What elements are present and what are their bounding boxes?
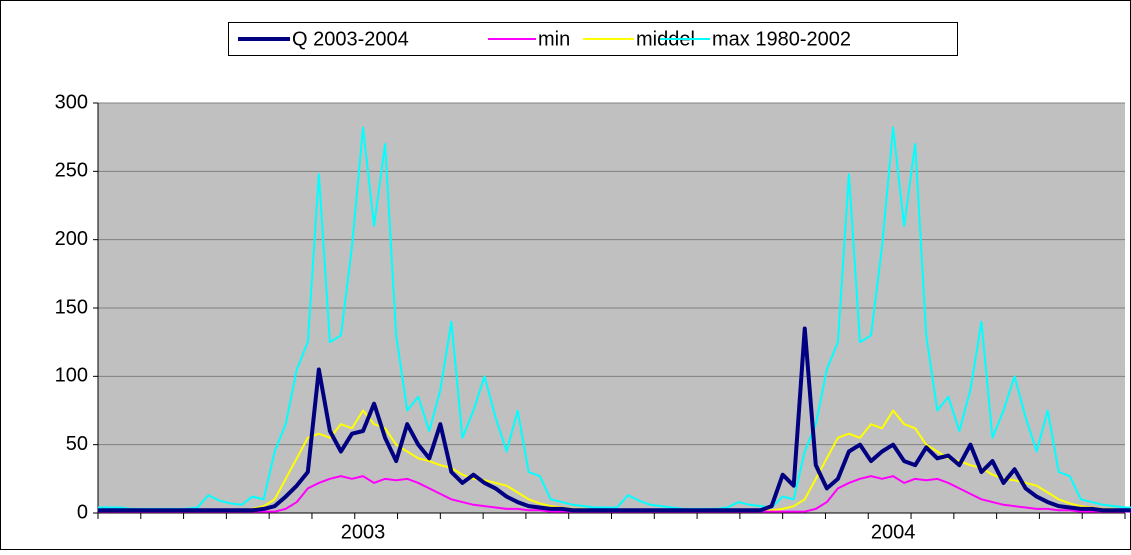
y-tick-label: 100 bbox=[55, 365, 88, 387]
y-tick-label: 50 bbox=[66, 433, 88, 455]
series-line bbox=[98, 126, 1131, 510]
y-tick-label: 300 bbox=[55, 91, 88, 113]
series-line bbox=[98, 326, 1131, 513]
y-tick-label: 0 bbox=[77, 501, 88, 523]
y-tick-label: 150 bbox=[55, 296, 88, 318]
y-tick-label: 250 bbox=[55, 160, 88, 182]
x-tick-label: 2003 bbox=[341, 521, 386, 543]
legend-label: Q 2003-2004 bbox=[292, 28, 409, 50]
y-tick-label: 200 bbox=[55, 228, 88, 250]
legend-label: min bbox=[538, 28, 570, 50]
x-tick-label: 2004 bbox=[871, 521, 916, 543]
legend-label: max 1980-2002 bbox=[712, 28, 851, 50]
